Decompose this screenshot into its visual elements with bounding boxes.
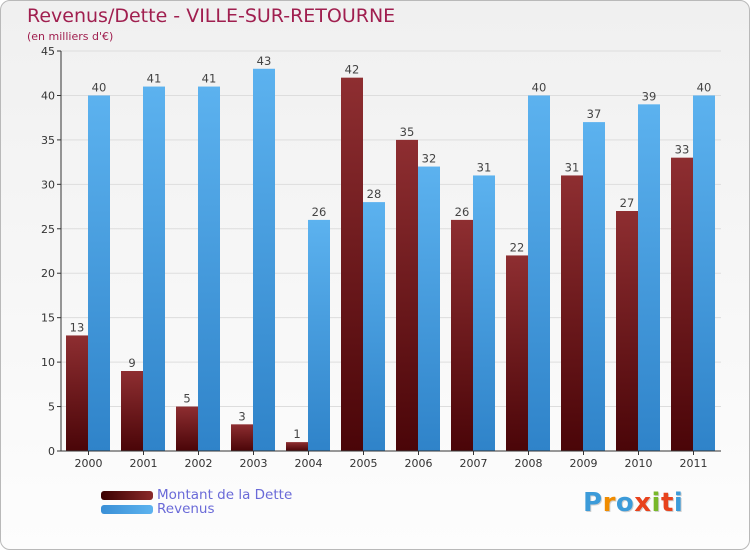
bar-dette-2010 [616, 211, 638, 451]
bar-revenus-2007 [473, 175, 495, 451]
y-tick-label-35: 35 [41, 134, 55, 147]
bar-dette-2001 [121, 371, 143, 451]
logo-letter: P [583, 488, 603, 518]
data-label-revenus-2009: 37 [587, 107, 602, 121]
data-label-dette-2010: 27 [620, 196, 635, 210]
x-tick-label-2009: 2009 [570, 457, 598, 470]
y-tick-label-0: 0 [48, 445, 55, 458]
data-label-dette-2000: 13 [70, 320, 85, 334]
data-label-revenus-2011: 40 [697, 80, 712, 94]
legend-label-dette: Montant de la Dette [157, 487, 293, 503]
bar-revenus-2000 [88, 95, 110, 451]
bar-dette-2004 [286, 442, 308, 451]
data-label-dette-2007: 26 [455, 205, 470, 219]
logo-letter: o [615, 488, 635, 518]
bar-dette-2002 [176, 406, 198, 451]
data-label-revenus-2003: 43 [257, 54, 272, 68]
chart-subtitle: (en milliers d'€) [27, 30, 114, 43]
logo-letter: i [673, 488, 684, 518]
bar-dette-2003 [231, 424, 253, 451]
logo-letter: t [660, 488, 674, 518]
bar-dette-2008 [506, 255, 528, 451]
x-tick-label-2010: 2010 [625, 457, 653, 470]
y-tick-label-40: 40 [41, 89, 55, 102]
bar-revenus-2004 [308, 219, 330, 451]
x-tick-label-2004: 2004 [295, 457, 323, 470]
data-label-revenus-2006: 32 [422, 152, 437, 166]
bar-revenus-2002 [198, 86, 220, 452]
data-label-revenus-2001: 41 [147, 72, 162, 86]
chart-title: Revenus/Dette - VILLE-SUR-RETOURNE [27, 5, 396, 27]
x-tick-label-2000: 2000 [75, 457, 103, 470]
bar-dette-2006 [396, 139, 418, 451]
x-tick-label-2006: 2006 [405, 457, 433, 470]
data-label-revenus-2005: 28 [367, 187, 382, 201]
x-tick-label-2011: 2011 [680, 457, 708, 470]
data-label-revenus-2000: 40 [92, 80, 107, 94]
data-label-revenus-2002: 41 [202, 72, 217, 86]
x-tick-label-2008: 2008 [515, 457, 543, 470]
data-label-dette-2008: 22 [510, 240, 525, 254]
y-tick-label-45: 45 [41, 45, 55, 58]
y-tick-label-25: 25 [41, 223, 55, 236]
bar-revenus-2003 [253, 68, 275, 452]
y-tick-label-30: 30 [41, 178, 55, 191]
legend-label-revenus: Revenus [157, 501, 215, 517]
y-tick-label-5: 5 [48, 401, 55, 414]
logo-letter: x [634, 488, 652, 518]
bar-revenus-2006 [418, 166, 440, 452]
data-label-dette-2011: 33 [675, 143, 690, 157]
x-tick-label-2003: 2003 [240, 457, 268, 470]
data-label-dette-2002: 5 [183, 392, 190, 406]
data-label-dette-2004: 1 [293, 427, 300, 441]
data-labels: 13 40 9 41 5 41 3 43 1 26 42 28 35 32 26 31 22 40 31 37 27 39… [70, 54, 712, 441]
bars [66, 68, 715, 452]
grid-lines [61, 50, 721, 408]
x-tick-label-2007: 2007 [460, 457, 488, 470]
x-tick-label-2005: 2005 [350, 457, 378, 470]
bar-dette-2007 [451, 219, 473, 451]
bar-revenus-2011 [693, 95, 715, 451]
data-label-dette-2006: 35 [400, 125, 415, 139]
data-label-revenus-2010: 39 [642, 89, 657, 103]
legend-swatch-revenus [101, 504, 153, 514]
bar-revenus-2008 [528, 95, 550, 451]
bar-dette-2011 [671, 157, 693, 451]
y-tick-label-20: 20 [41, 267, 55, 280]
legend-item-revenus: Revenus [101, 501, 215, 517]
bar-dette-2009 [561, 175, 583, 451]
data-label-dette-2003: 3 [238, 409, 245, 423]
legend-item-dette: Montant de la Dette [101, 487, 293, 503]
legend-swatch-dette [101, 490, 153, 500]
data-label-revenus-2007: 31 [477, 160, 492, 174]
proxiti-logo: Proxiti [583, 488, 683, 518]
data-label-revenus-2008: 40 [532, 80, 547, 94]
x-tick-label-2001: 2001 [130, 457, 158, 470]
data-label-dette-2005: 42 [345, 63, 360, 77]
data-label-dette-2001: 9 [128, 356, 135, 370]
bar-revenus-2005 [363, 202, 385, 451]
bar-dette-2005 [341, 77, 363, 452]
bar-revenus-2001 [143, 86, 165, 452]
bar-dette-2000 [66, 335, 88, 451]
y-tick-label-10: 10 [41, 356, 55, 369]
x-tick-label-2002: 2002 [185, 457, 213, 470]
bar-revenus-2009 [583, 122, 605, 451]
data-label-revenus-2004: 26 [312, 205, 327, 219]
data-label-dette-2009: 31 [565, 160, 580, 174]
logo-letter: r [602, 488, 616, 518]
logo-letter: i [651, 488, 661, 518]
bar-revenus-2010 [638, 104, 660, 451]
y-tick-label-15: 15 [41, 312, 55, 325]
